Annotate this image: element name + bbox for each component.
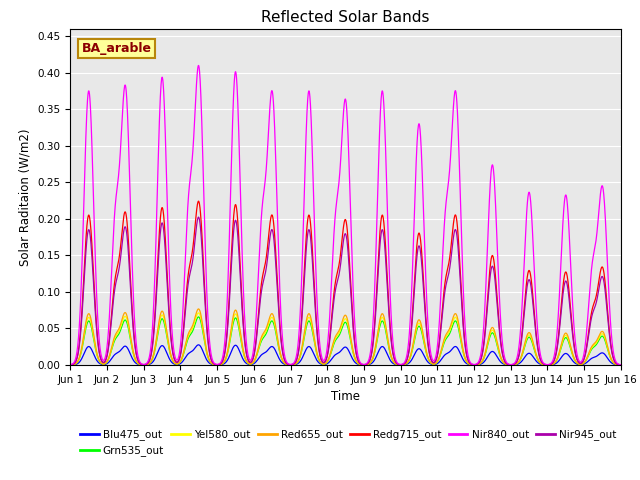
X-axis label: Time: Time [331, 390, 360, 403]
Text: BA_arable: BA_arable [81, 42, 152, 55]
Y-axis label: Solar Raditaion (W/m2): Solar Raditaion (W/m2) [19, 128, 32, 265]
Legend: Blu475_out, Grn535_out, Yel580_out, Red655_out, Redg715_out, Nir840_out, Nir945_: Blu475_out, Grn535_out, Yel580_out, Red6… [76, 425, 621, 460]
Title: Reflected Solar Bands: Reflected Solar Bands [261, 10, 430, 25]
